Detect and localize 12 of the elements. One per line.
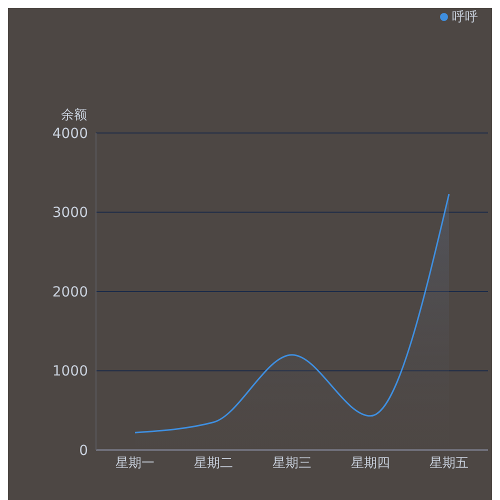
x-tick-label: 星期一 <box>116 456 154 472</box>
x-tick-label: 星期四 <box>351 456 390 472</box>
x-tick-label: 星期三 <box>272 456 312 472</box>
y-tick-label: 2000 <box>52 284 88 300</box>
y-tick-label: 3000 <box>52 205 88 222</box>
y-tick-label: 4000 <box>52 126 88 142</box>
y-axis-title: 余额 <box>61 108 87 123</box>
legend-label: 呼呼 <box>452 10 478 25</box>
x-tick-label: 星期二 <box>194 456 233 472</box>
y-tick-label: 0 <box>79 442 88 459</box>
x-tick-label: 星期五 <box>430 456 468 472</box>
y-tick-label: 1000 <box>52 364 88 380</box>
